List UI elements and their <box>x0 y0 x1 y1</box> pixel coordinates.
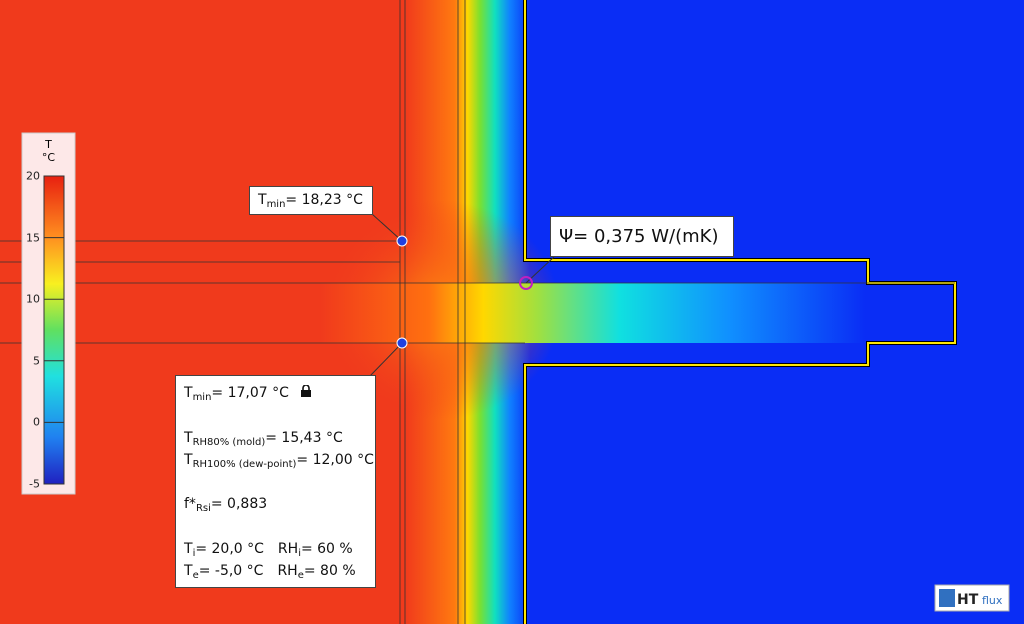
logo-icon <box>939 589 955 607</box>
sym: RH <box>277 563 298 579</box>
sub: i <box>192 548 196 559</box>
callout-line: Te= -5,0 °C RHe= 80 % <box>184 563 356 581</box>
legend-header: T °C <box>22 138 75 164</box>
callout-line: TRH80% (mold)= 15,43 °C <box>184 430 343 448</box>
value: = 12,00 °C <box>296 452 374 468</box>
value: = 0,883 <box>210 496 268 512</box>
value: = 15,43 °C <box>265 430 343 446</box>
sub: i <box>298 548 301 559</box>
value: = 18,23 °C <box>285 192 363 208</box>
sub: min <box>192 392 212 403</box>
sub: Rsi <box>195 503 211 514</box>
logo-flux: flux <box>982 594 1003 607</box>
sub: e <box>192 570 199 581</box>
legend-title: T <box>45 138 52 151</box>
psi-point[interactable] <box>519 276 533 290</box>
callout-line: Ti= 20,0 °C RHi= 60 % <box>184 541 353 559</box>
pointer <box>371 213 403 242</box>
pointer <box>369 342 403 377</box>
psi-box: Ψ= 0,375 W/(mK) <box>550 216 734 257</box>
value: = 80 % <box>303 563 356 579</box>
slab-outline <box>524 0 956 624</box>
sym: f* <box>184 496 196 512</box>
callout-line: Tmin= 17,07 °C <box>184 384 312 403</box>
sub: min <box>266 199 286 210</box>
legend-tick-label: 10 <box>26 292 40 306</box>
value: = 20,0 °C <box>195 541 264 557</box>
tmin-point[interactable] <box>396 235 408 247</box>
color-bar <box>43 175 65 485</box>
sym: T <box>184 563 193 579</box>
legend-unit: °C <box>41 151 56 164</box>
slab <box>320 283 865 343</box>
logo-ht: HT <box>957 592 979 608</box>
sym: T <box>184 452 193 468</box>
sym: T <box>258 192 267 208</box>
callout-top: Tmin= 18,23 °C <box>249 186 373 215</box>
callout-line: Tmin= 18,23 °C <box>258 192 363 210</box>
psi-label: Ψ= 0,375 W/(mK) <box>559 226 719 247</box>
tmin-point[interactable] <box>396 337 408 349</box>
sym: T <box>184 430 193 446</box>
legend-tick-label: 15 <box>26 231 40 245</box>
value: = -5,0 °C <box>198 563 264 579</box>
sym: T <box>184 541 193 557</box>
sub: e <box>297 570 304 581</box>
legend-tick-label: 20 <box>26 169 40 183</box>
legend-tick-label: 0 <box>33 415 40 429</box>
callout-bottom: Tmin= 17,07 °C TRH80% (mold)= 15,43 °C T… <box>175 375 376 588</box>
value: = 17,07 °C <box>211 385 289 401</box>
callout-line: TRH100% (dew-point)= 12,00 °C <box>184 452 374 470</box>
sub: RH100% (dew-point) <box>192 459 297 470</box>
callout-line: f*Rsi= 0,883 <box>184 496 267 514</box>
legend-tick-label: 5 <box>33 354 40 368</box>
legend-tick-label: -5 <box>29 477 40 491</box>
sym: T <box>184 385 193 401</box>
value: = 60 % <box>300 541 353 557</box>
sym: RH <box>277 541 299 557</box>
sub: RH80% (mold) <box>192 437 266 448</box>
lock-icon <box>301 384 312 397</box>
